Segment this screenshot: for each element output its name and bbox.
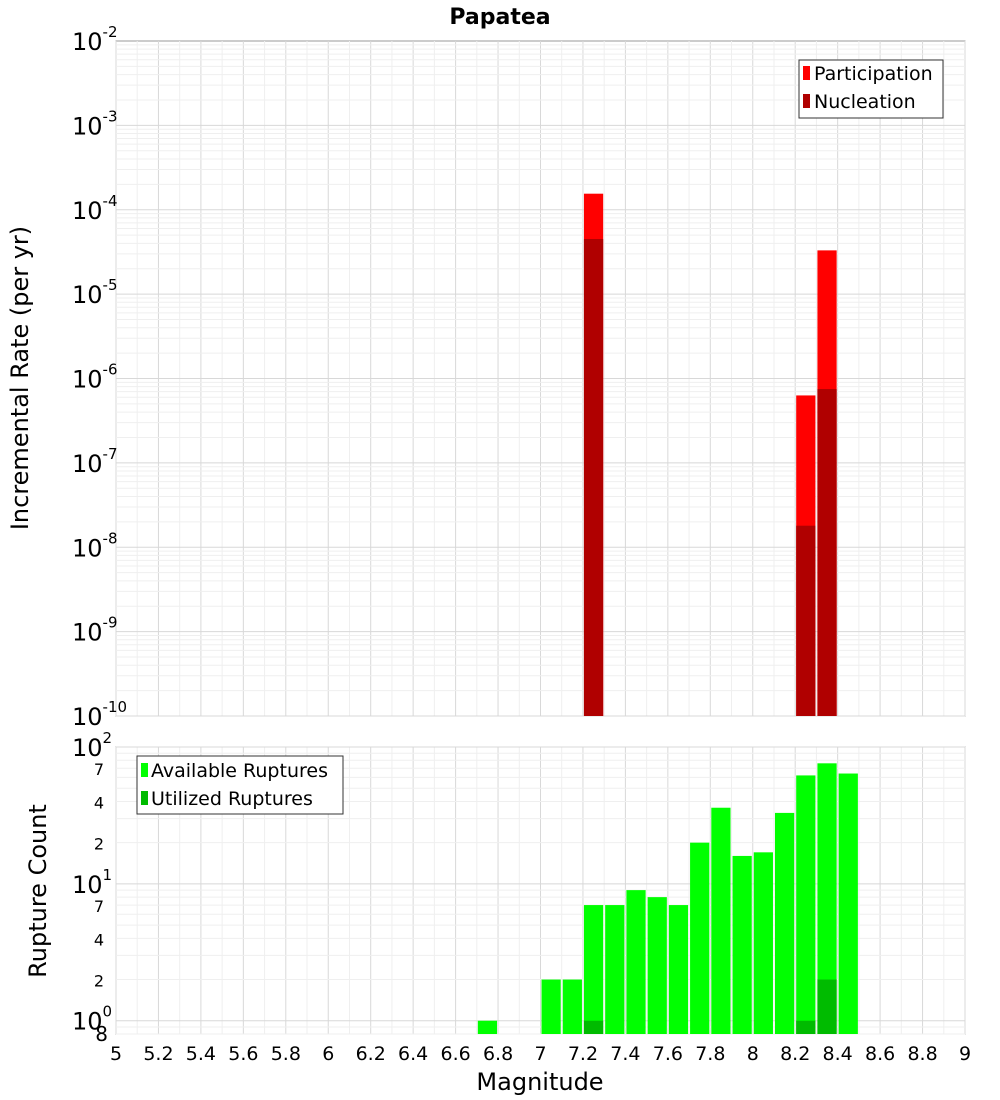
x-tick-label: 6 (322, 1043, 334, 1065)
legend-label-utilized: Utilized Ruptures (151, 788, 313, 810)
legend-label-available: Available Ruptures (151, 760, 328, 782)
legend-swatch-participation (803, 66, 810, 80)
count-bar-utilized-ruptures (583, 1020, 604, 1034)
count-y-tick-label: 4 (94, 793, 104, 812)
rate-y-tick-label: 10-5 (72, 276, 118, 309)
rate-gridlines (115, 41, 966, 717)
rate-y-tick-label: 10-6 (72, 361, 118, 394)
x-tick-label: 5.6 (228, 1043, 258, 1065)
count-y-tick-label: 2 (94, 972, 104, 991)
count-y-tick-label: 7 (94, 760, 104, 779)
rate-y-tick-label: 10-7 (72, 445, 118, 478)
x-tick-label: 5 (110, 1043, 122, 1065)
count-bar-available-ruptures (541, 979, 561, 1034)
x-tick-label: 6.6 (440, 1043, 470, 1065)
count-bar-available-ruptures (711, 807, 731, 1034)
count-bar-available-ruptures (605, 905, 625, 1034)
count-bar-available-ruptures (838, 773, 858, 1034)
chart-title: Papatea (449, 5, 550, 30)
x-tick-label: 7.4 (610, 1043, 640, 1065)
rate-bar-nucleation (817, 389, 837, 716)
count-y-tick-label: 2 (94, 835, 104, 854)
count-bar-available-ruptures (796, 775, 816, 1034)
x-tick-label: 7 (534, 1043, 546, 1065)
rate-bar-nucleation (796, 525, 816, 716)
count-y-tick-label: 101 (72, 866, 112, 899)
count-bar-utilized-ruptures (796, 1020, 816, 1034)
count-y-tick-label: 8 (95, 1022, 108, 1046)
count-bar-available-ruptures (477, 1020, 498, 1034)
rate-bars (583, 193, 837, 717)
x-tick-label: 6.4 (398, 1043, 428, 1065)
rate-y-tick-label: 10-10 (72, 698, 127, 731)
count-bar-available-ruptures (753, 852, 773, 1034)
count-legend: Available Ruptures Utilized Ruptures (136, 755, 344, 815)
x-tick-label: 8.4 (823, 1043, 853, 1065)
legend-swatch-nucleation (803, 94, 810, 108)
count-bar-available-ruptures (732, 855, 752, 1034)
x-tick-label: 8 (747, 1043, 759, 1065)
count-bar-available-ruptures (668, 905, 689, 1034)
count-bar-available-ruptures (583, 905, 604, 1034)
count-bar-available-ruptures (690, 842, 710, 1034)
rate-y-axis-label: Incremental Rate (per yr) (6, 226, 34, 530)
rate-y-tick-label: 10-8 (72, 529, 118, 562)
legend-swatch-utilized (141, 791, 148, 805)
x-tick-label: 6.2 (356, 1043, 386, 1065)
rate-legend: Participation Nucleation (798, 59, 944, 119)
count-y-tick-label: 7 (94, 897, 104, 916)
rate-panel: 10-2 10-3 10-4 10-5 10-6 10-7 10-8 10-9 10-10 In… (6, 23, 966, 731)
x-tick-label: 6.8 (483, 1043, 513, 1065)
legend-label-participation: Participation (814, 63, 933, 85)
legend-swatch-available (141, 763, 148, 777)
count-bar-available-ruptures (562, 979, 582, 1034)
count-bar-available-ruptures (626, 890, 646, 1034)
rate-y-tick-label: 10-4 (72, 192, 118, 225)
x-tick-label: 7.8 (695, 1043, 725, 1065)
x-tick-label: 5.8 (271, 1043, 301, 1065)
count-bar-available-ruptures (647, 897, 667, 1034)
rate-bar-nucleation (583, 239, 604, 716)
count-bar-available-ruptures (774, 812, 795, 1034)
x-tick-label: 7.2 (568, 1043, 598, 1065)
rate-y-tick-label: 10-2 (72, 23, 118, 56)
count-bar-available-ruptures (817, 763, 837, 1034)
count-y-tick-label: 102 (72, 729, 112, 762)
x-tick-label: 9 (959, 1043, 971, 1065)
count-bars (477, 763, 858, 1034)
rate-legend-box (798, 59, 944, 119)
x-tick-label: 8.2 (780, 1043, 810, 1065)
count-legend-box (136, 755, 344, 815)
x-tick-label: 8.8 (907, 1043, 937, 1065)
count-y-tick-label: 4 (94, 930, 104, 949)
x-axis-ticks: 5 5.2 5.4 5.6 5.8 6 6.2 6.4 6.6 6.8 7 7.2 7.4 7.6 7.8 8… (110, 1043, 971, 1065)
count-bar-utilized-ruptures (817, 979, 837, 1034)
x-tick-label: 8.6 (865, 1043, 895, 1065)
x-tick-label: 7.6 (653, 1043, 683, 1065)
rate-y-tick-label: 10-3 (72, 107, 118, 140)
x-tick-label: 5.4 (186, 1043, 216, 1065)
x-tick-label: 5.2 (143, 1043, 173, 1065)
count-y-axis-label: Rupture Count (24, 804, 52, 978)
rate-y-ticks: 10-2 10-3 10-4 10-5 10-6 10-7 10-8 10-9 10-10 (72, 23, 127, 731)
x-axis-label: Magnitude (476, 1068, 603, 1096)
rate-y-tick-label: 10-9 (72, 614, 118, 647)
legend-label-nucleation: Nucleation (814, 91, 916, 113)
